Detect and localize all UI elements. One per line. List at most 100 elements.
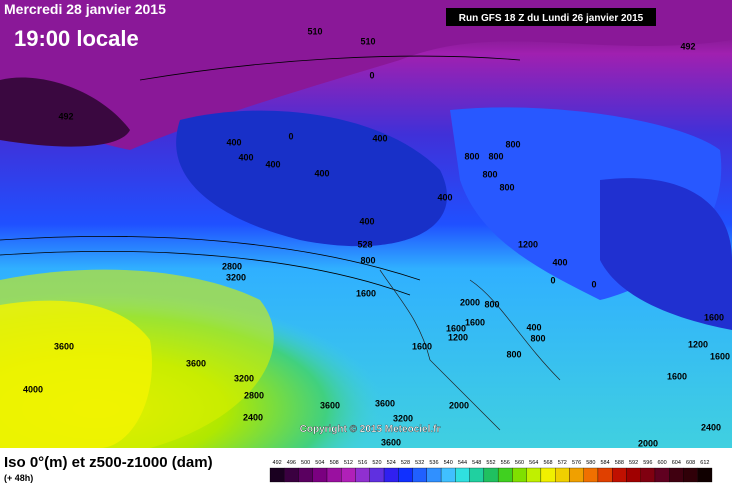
legend-label: 500 [301,460,310,466]
legend-label: 560 [515,460,524,466]
contour-label: 3200 [234,373,254,383]
contour-label: 1200 [518,239,538,249]
legend-label: 492 [273,460,282,466]
legend-label: 584 [600,460,609,466]
contour-label: 800 [530,333,545,343]
contour-label: 3600 [54,341,74,351]
legend-label: 580 [586,460,595,466]
contour-label: 3600 [381,437,401,447]
contour-label: 1600 [710,351,730,361]
legend-label: 536 [429,460,438,466]
contour-label: 2400 [243,412,263,422]
legend-swatch [326,467,342,483]
legend-label: 596 [643,460,652,466]
contour-label: 3600 [320,400,340,410]
legend-swatch [526,467,542,483]
legend-label: 564 [529,460,538,466]
legend-swatch [497,467,513,483]
footer-title: Iso 0°(m) et z500-z1000 (dam) [4,454,213,471]
legend-label: 508 [330,460,339,466]
legend-label: 604 [672,460,681,466]
run-box [446,8,656,26]
contour-label: 400 [265,159,280,169]
contour-label: 3200 [226,272,246,282]
legend-label: 608 [686,460,695,466]
footer-lead: (+ 48h) [4,473,33,483]
legend-swatch [540,467,556,483]
contour-label: 800 [360,255,375,265]
contour-label: 0 [288,131,293,141]
legend-label: 520 [372,460,381,466]
contour-label: 1600 [465,317,485,327]
legend-label: 516 [358,460,367,466]
contour-label: 1600 [356,288,376,298]
contour-label: 0 [550,275,555,285]
legend-label: 556 [501,460,510,466]
legend-swatch [626,467,641,483]
contour-label: 800 [484,299,499,309]
legend-label: 548 [472,460,481,466]
contour-label: 400 [526,322,541,332]
coastlines [379,269,561,431]
contour-label: 2000 [638,438,658,448]
contour-label: 400 [238,152,253,162]
legend-swatch [483,467,499,483]
legend-swatch [369,467,385,483]
contour-label: 800 [506,349,521,359]
contour-label: 2000 [460,297,480,307]
legend-swatch [383,467,399,483]
legend-label: 588 [615,460,624,466]
legend-swatch [426,467,442,483]
cold-core [176,110,448,247]
legend-label: 568 [543,460,552,466]
legend-label: 496 [287,460,296,466]
legend-swatch [412,467,427,483]
date: Mercredi 28 janvier 2015 [4,1,166,17]
contour-label: 1600 [446,323,466,333]
copyright: Copyright © 2015 Meteociel.fr [300,424,441,435]
legend-label: 532 [415,460,424,466]
cold-east [600,178,732,330]
legend-label: 540 [444,460,453,466]
legend-label: 544 [458,460,467,466]
contour-label: 2400 [701,422,721,432]
contour-label: 2800 [244,390,264,400]
legend-label: 592 [629,460,638,466]
time: 19:00 locale [14,26,139,51]
contour-label: 800 [505,139,520,149]
contour-label: 400 [552,257,567,267]
contour-label: 4000 [23,384,43,394]
purple-zone [0,0,732,150]
legend-label: 524 [387,460,396,466]
contour-label: 800 [499,182,514,192]
contour-label: 1200 [688,339,708,349]
legend-swatch [640,467,656,483]
legend-swatch [284,467,299,483]
legend-swatch [341,467,356,483]
hottest-zone [0,300,152,448]
legend-swatch [654,467,670,483]
contour-label: 3600 [186,358,206,368]
contour-label: 400 [359,216,374,226]
contour-label: 1600 [667,371,687,381]
contour-label: 528 [357,239,372,249]
dark-zone [0,77,130,147]
legend-swatch [355,467,370,483]
legend-swatch [269,467,285,483]
contour-label: 492 [58,111,73,121]
contours [0,55,521,296]
legend-swatch [555,467,570,483]
legend-swatch [612,467,627,483]
legend-swatch [455,467,470,483]
legend-label: 572 [558,460,567,466]
legend-swatch [597,467,613,483]
contour-label: 0 [591,279,596,289]
contour-label: 2000 [449,400,469,410]
legend-swatch [583,467,599,483]
contour-label: 400 [372,133,387,143]
legend-swatch [512,467,527,483]
contour-label: 3600 [375,398,395,408]
legend-label: 576 [572,460,581,466]
contour-label: 492 [680,41,695,51]
contour-label: 400 [437,192,452,202]
